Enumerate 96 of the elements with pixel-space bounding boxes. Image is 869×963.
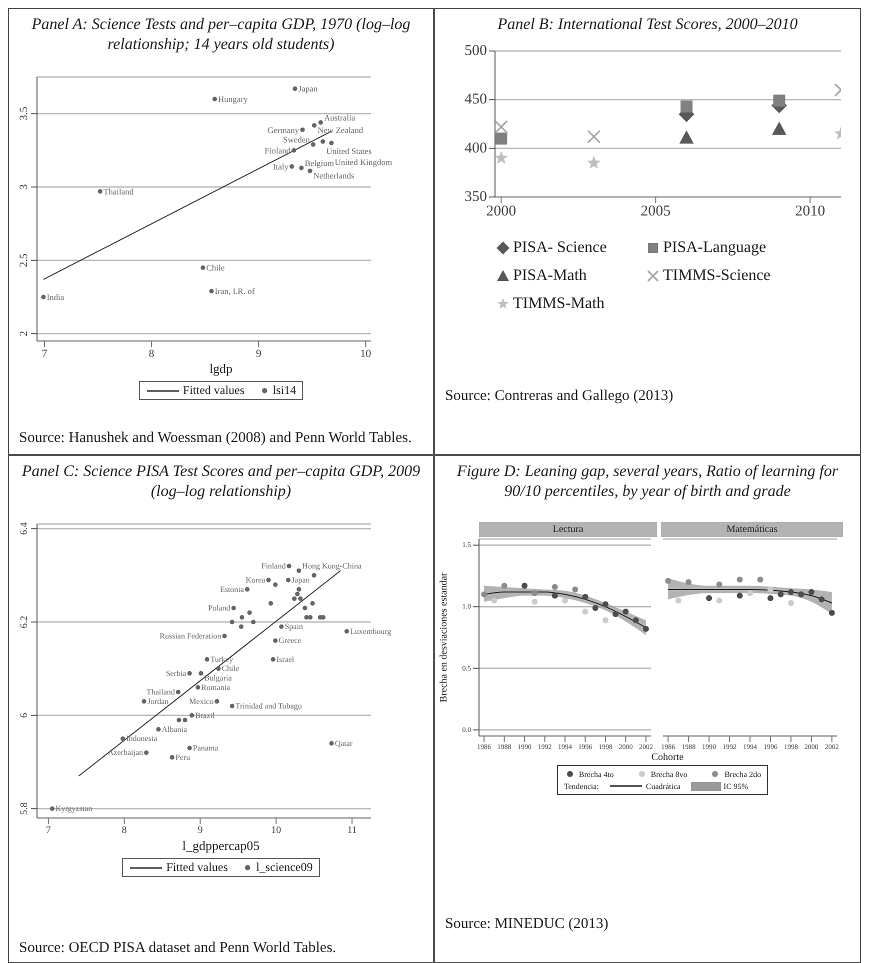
chart-subtitle: Matemáticas [661,522,843,537]
x-tick-label: 7 [42,348,48,360]
chart-title: Panel C: Science PISA Test Scores and per–capita GDP, 2009 (log–log relationship) [20,462,422,502]
data-label: Sweden [282,134,311,145]
y-tick-label: 6 [19,712,30,718]
y-tick-label: 400 [464,140,487,156]
data-label: Spain [284,622,303,632]
data-label: New Zealand [318,125,364,136]
data-label: Finland [261,562,286,570]
legend-label: Brecha 8vo [650,770,688,778]
legend-label: l_science09 [256,860,313,875]
data-label: Indonesia [126,734,158,744]
chart-title: Panel A: Science Tests and per–capita GDP, 1970 (log–log relationship; 14 years old students) [30,15,412,55]
y-tick-label: 500 [464,43,487,59]
data-label: Germany [268,124,300,135]
data-label: Japan [298,84,318,94]
legend-label: TIMMS-Science [663,267,771,285]
chart-subtitle: Lectura [479,522,657,537]
data-label: Israel [276,654,295,664]
data-label: Albania [162,724,188,734]
x-tick-label: 11 [347,825,357,836]
x-tick-label: 8 [122,825,127,836]
y-tick-label: 3 [18,184,30,190]
data-label: Australia [324,112,356,123]
data-label: Romania [201,682,231,692]
data-label: Trinidad and Tobago [235,702,302,710]
data-label: Russian Federation [160,632,222,640]
x-axis-title: lgdp [208,361,234,377]
chart-title: Panel B: International Test Scores, 2000–2010 [496,15,799,35]
x-axis-title: Cohorte [650,752,685,763]
data-label: Estonia [220,584,244,594]
legend-label: PISA-Language [663,239,766,257]
y-axis-title: Brecha en desviaciones estandar [438,572,450,702]
data-label: Azerbaijan [108,748,144,758]
x-tick-label: 2010 [795,204,826,220]
x-tick-label: 2005 [640,204,671,220]
data-label: Finland [264,145,292,156]
source-note: Source: Contreras and Gallego (2013) [445,387,674,406]
y-tick-label: 6.4 [19,522,30,535]
legend-label: Fitted values [182,383,245,398]
text: IC 95% [724,782,748,790]
legend-label: Brecha 4to [578,770,614,778]
y-tick-label: 2.5 [18,252,30,268]
data-label: Bulgaria [204,673,232,682]
data-label: Peru [175,752,190,762]
data-label: Japan [292,576,310,584]
legend-label: Cuadrática [646,782,681,790]
data-label: Hungary [218,94,248,104]
data-label: Iran, I.R. of [214,286,255,296]
legend-label: lsi14 [272,383,296,398]
legend-label: Brecha 2do [724,770,762,778]
x-tick-label: 9 [256,348,262,360]
y-tick-label: 6.2 [19,616,30,628]
data-label: Mexico [189,696,214,706]
data-label: Qatar [334,738,353,748]
data-label: Greece [278,636,302,646]
data-label: India [46,292,64,302]
data-label: United Kingdom [334,157,392,167]
y-tick-label: 450 [464,92,487,108]
source-note: Source: MINEDUC (2013) [445,915,610,934]
x-tick-label: 2000 [486,204,516,220]
legend-label: PISA- Science [513,239,607,257]
y-tick-label: 2 [18,330,30,336]
data-label: Chile [206,262,225,273]
data-label: Jordan [147,696,169,706]
y-tick-label: 3.5 [18,106,30,121]
x-axis-title: l_gdppercap05 [181,838,261,854]
data-label: Brazil [195,710,216,720]
data-label: Poland [208,604,230,612]
legend-label: Fitted values [166,860,228,875]
x-tick-label: 10 [271,825,282,836]
x-tick-label: 7 [46,825,51,836]
data-label: Serbia [166,668,187,678]
data-label: Italy [272,161,290,172]
data-label: Korea [246,576,266,584]
data-label: Luxembourg [350,626,392,636]
x-tick-label: 8 [148,348,155,360]
data-label: Belgium [304,158,334,168]
y-tick-label: 5.8 [19,802,30,815]
legend-title: Tendencia: [564,782,599,790]
data-label: Kyrgyzstan [55,804,92,814]
legend-label: TIMMS-Math [513,295,605,313]
data-label: Panama [192,744,219,752]
data-label: United States [326,146,372,156]
data-label: Netherlands [313,170,354,181]
x-tick-label: 9 [198,825,203,836]
legend-label: PISA-Math [513,267,587,285]
y-tick-label: 350 [464,189,487,205]
source-note: Source: Hanushek and Woessman (2008) and Penn World Tables. [19,429,413,448]
data-label: Thailand [146,688,175,696]
chart-title: Figure D: Leaning gap, several years, Ratio of learning for 90/10 percentiles, by year of birth and grade [456,462,840,502]
data-label: Thailand [103,186,134,196]
x-tick-label: 10 [360,348,372,360]
source-note: Source: OECD PISA dataset and Penn World Tables. [19,939,338,958]
data-label: Chile [222,664,240,674]
data-label: Hong Kong-China [302,562,362,571]
